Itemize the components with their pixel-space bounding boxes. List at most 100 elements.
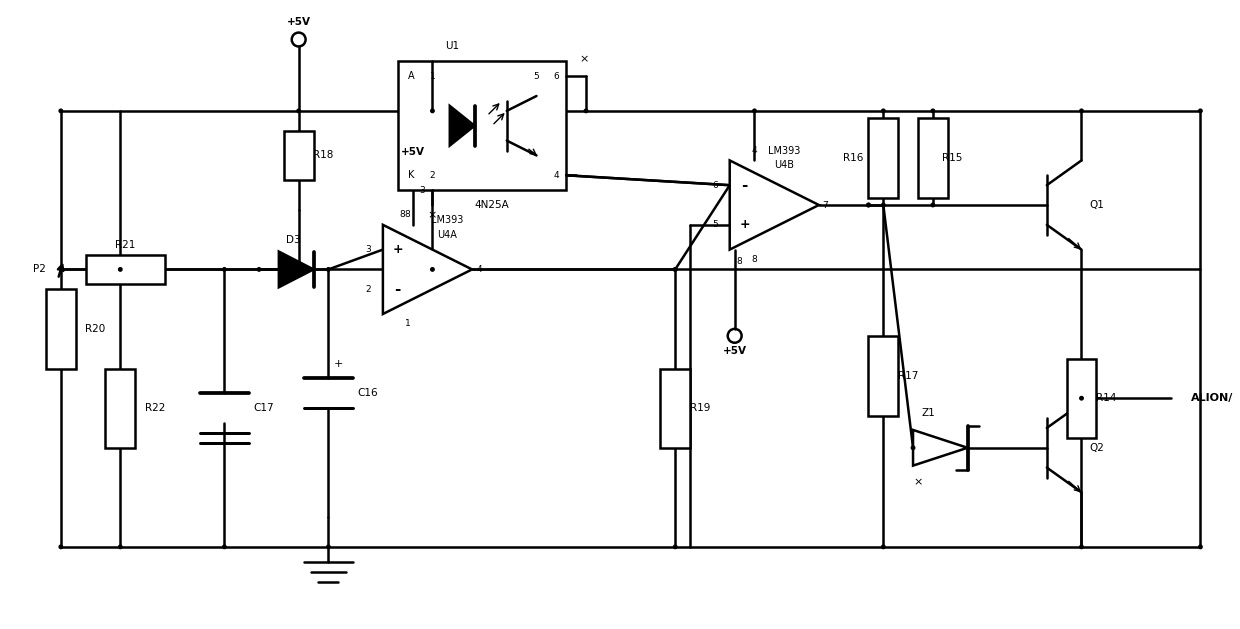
Circle shape: [882, 203, 885, 207]
Circle shape: [296, 268, 300, 271]
Text: R19: R19: [689, 403, 711, 413]
Text: +5V: +5V: [723, 346, 746, 355]
Bar: [86, 255, 165, 284]
Text: D3: D3: [286, 235, 301, 245]
Text: +: +: [334, 359, 343, 369]
Text: C17: C17: [254, 403, 274, 413]
Circle shape: [931, 203, 935, 207]
Text: R16: R16: [843, 153, 864, 163]
Circle shape: [911, 446, 915, 450]
Circle shape: [1080, 396, 1084, 400]
Circle shape: [867, 203, 870, 207]
Circle shape: [60, 109, 62, 113]
Text: 8: 8: [751, 255, 758, 264]
Circle shape: [867, 203, 870, 207]
Text: 7: 7: [822, 201, 827, 209]
Text: R21: R21: [115, 240, 135, 250]
Circle shape: [60, 545, 62, 548]
Text: ×: ×: [914, 477, 923, 487]
Circle shape: [673, 545, 677, 548]
Circle shape: [223, 268, 226, 271]
Bar: [918, 118, 947, 198]
Bar: [1066, 359, 1096, 438]
Text: 4N25A: 4N25A: [475, 200, 510, 210]
Circle shape: [882, 545, 885, 548]
Circle shape: [326, 268, 330, 271]
Text: +: +: [739, 218, 750, 231]
Text: 4: 4: [751, 146, 758, 155]
Text: +5V: +5V: [401, 147, 424, 157]
Circle shape: [673, 268, 677, 271]
Text: 4: 4: [477, 265, 482, 274]
Circle shape: [296, 109, 300, 113]
Circle shape: [223, 545, 226, 548]
Text: R15: R15: [942, 153, 963, 163]
Bar: [868, 118, 898, 198]
Text: -: -: [742, 177, 748, 192]
Text: 3: 3: [419, 186, 425, 194]
Bar: [284, 131, 314, 181]
Text: Q2: Q2: [1089, 443, 1104, 453]
Text: 3: 3: [365, 245, 371, 254]
Circle shape: [584, 109, 588, 113]
Text: 8: 8: [737, 257, 743, 266]
Text: U4A: U4A: [438, 230, 458, 240]
Text: A: A: [408, 71, 414, 81]
Text: +: +: [392, 243, 403, 256]
Text: 6: 6: [712, 181, 718, 190]
Text: Q1: Q1: [1089, 200, 1104, 210]
Text: ALION/: ALION/: [1190, 393, 1233, 403]
Circle shape: [60, 268, 62, 271]
Text: U4B: U4B: [774, 160, 794, 170]
Text: Z1: Z1: [921, 408, 935, 418]
Bar: [46, 289, 76, 369]
Polygon shape: [279, 252, 314, 287]
Text: LM393: LM393: [432, 215, 464, 225]
Text: 2: 2: [366, 285, 371, 294]
Text: ×: ×: [428, 210, 438, 220]
Text: 2: 2: [429, 171, 435, 180]
Text: 1: 1: [429, 72, 435, 81]
Circle shape: [257, 268, 260, 271]
Text: R17: R17: [898, 371, 919, 381]
Text: 6: 6: [553, 72, 559, 81]
Circle shape: [119, 545, 122, 548]
Polygon shape: [383, 225, 472, 314]
Circle shape: [931, 109, 935, 113]
Text: K: K: [408, 170, 414, 181]
Text: LM393: LM393: [768, 145, 800, 155]
Text: +5V: +5V: [286, 17, 311, 26]
Text: R20: R20: [86, 324, 105, 334]
Text: 5: 5: [712, 220, 718, 230]
Polygon shape: [729, 160, 818, 250]
Bar: [105, 369, 135, 448]
Circle shape: [326, 545, 330, 548]
Bar: [661, 369, 691, 448]
Bar: [868, 337, 898, 416]
Text: -: -: [394, 282, 401, 297]
Bar: [398, 61, 567, 190]
Text: 4: 4: [553, 171, 559, 180]
Circle shape: [673, 268, 677, 271]
Text: R22: R22: [145, 403, 165, 413]
Text: P2: P2: [33, 264, 46, 274]
Text: ×: ×: [579, 54, 589, 64]
Polygon shape: [913, 430, 967, 465]
Text: 8: 8: [404, 211, 410, 220]
Circle shape: [430, 268, 434, 271]
Circle shape: [1199, 545, 1202, 548]
Circle shape: [1199, 109, 1202, 113]
Polygon shape: [450, 106, 475, 145]
Text: 8: 8: [399, 211, 405, 220]
Circle shape: [1080, 109, 1084, 113]
Text: R14: R14: [1096, 393, 1116, 403]
Text: 1: 1: [404, 320, 410, 328]
Circle shape: [430, 109, 434, 113]
Circle shape: [753, 109, 756, 113]
Text: C16: C16: [357, 388, 378, 398]
Text: U1: U1: [445, 42, 459, 52]
Circle shape: [882, 109, 885, 113]
Text: R18: R18: [314, 150, 334, 160]
Circle shape: [1080, 545, 1084, 548]
Text: 5: 5: [533, 72, 539, 81]
